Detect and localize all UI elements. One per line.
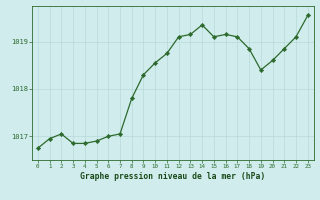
X-axis label: Graphe pression niveau de la mer (hPa): Graphe pression niveau de la mer (hPa): [80, 172, 265, 181]
